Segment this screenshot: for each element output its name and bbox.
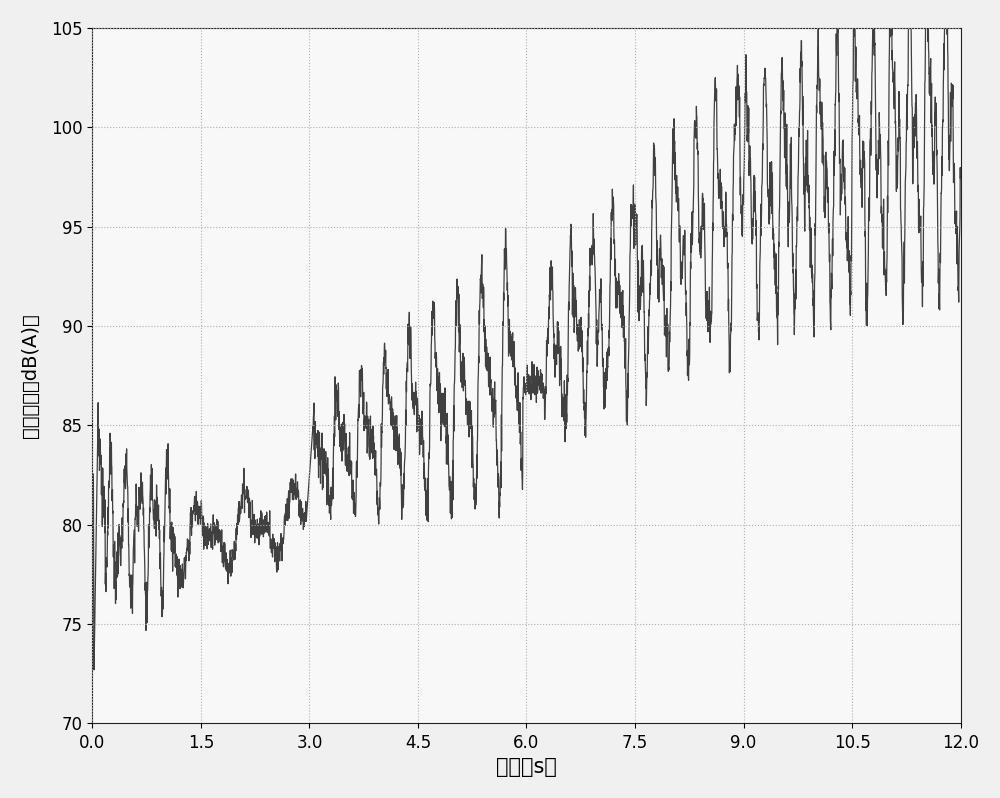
X-axis label: 时间（s）: 时间（s）: [496, 757, 557, 777]
Y-axis label: 总声压级（dB(A)）: 总声压级（dB(A)）: [21, 313, 40, 438]
